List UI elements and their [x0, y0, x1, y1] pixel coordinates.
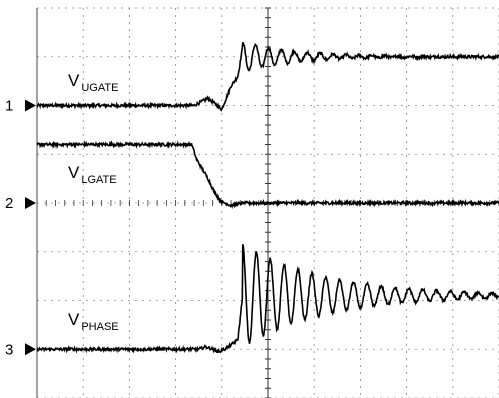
trace-label-main: V [68, 163, 80, 182]
graticule [36, 7, 499, 398]
trace-label-subscript: LGATE [81, 174, 116, 186]
channel-number-1: 1 [5, 98, 13, 115]
trace-label-subscript: PHASE [81, 321, 118, 333]
channel-number-2: 2 [5, 195, 13, 212]
trace-ugate [36, 41, 499, 112]
traces [36, 41, 499, 354]
trace-label-main: V [68, 310, 80, 329]
trace-label-main: V [68, 71, 80, 90]
trace-label-subscript: UGATE [81, 82, 118, 94]
trace-lgate [36, 140, 499, 210]
channel-number-3: 3 [5, 341, 13, 358]
trace-label-phase: V PHASE [68, 310, 119, 333]
channel-markers: 1 2 3 [5, 98, 36, 358]
channel-ground-marker [25, 197, 36, 209]
channel-ground-marker [25, 99, 36, 112]
trace-label-ugate: V UGATE [68, 71, 118, 94]
trace-label-lgate: V LGATE [68, 163, 117, 186]
trace-phase [36, 244, 499, 354]
channel-ground-marker [25, 343, 36, 356]
